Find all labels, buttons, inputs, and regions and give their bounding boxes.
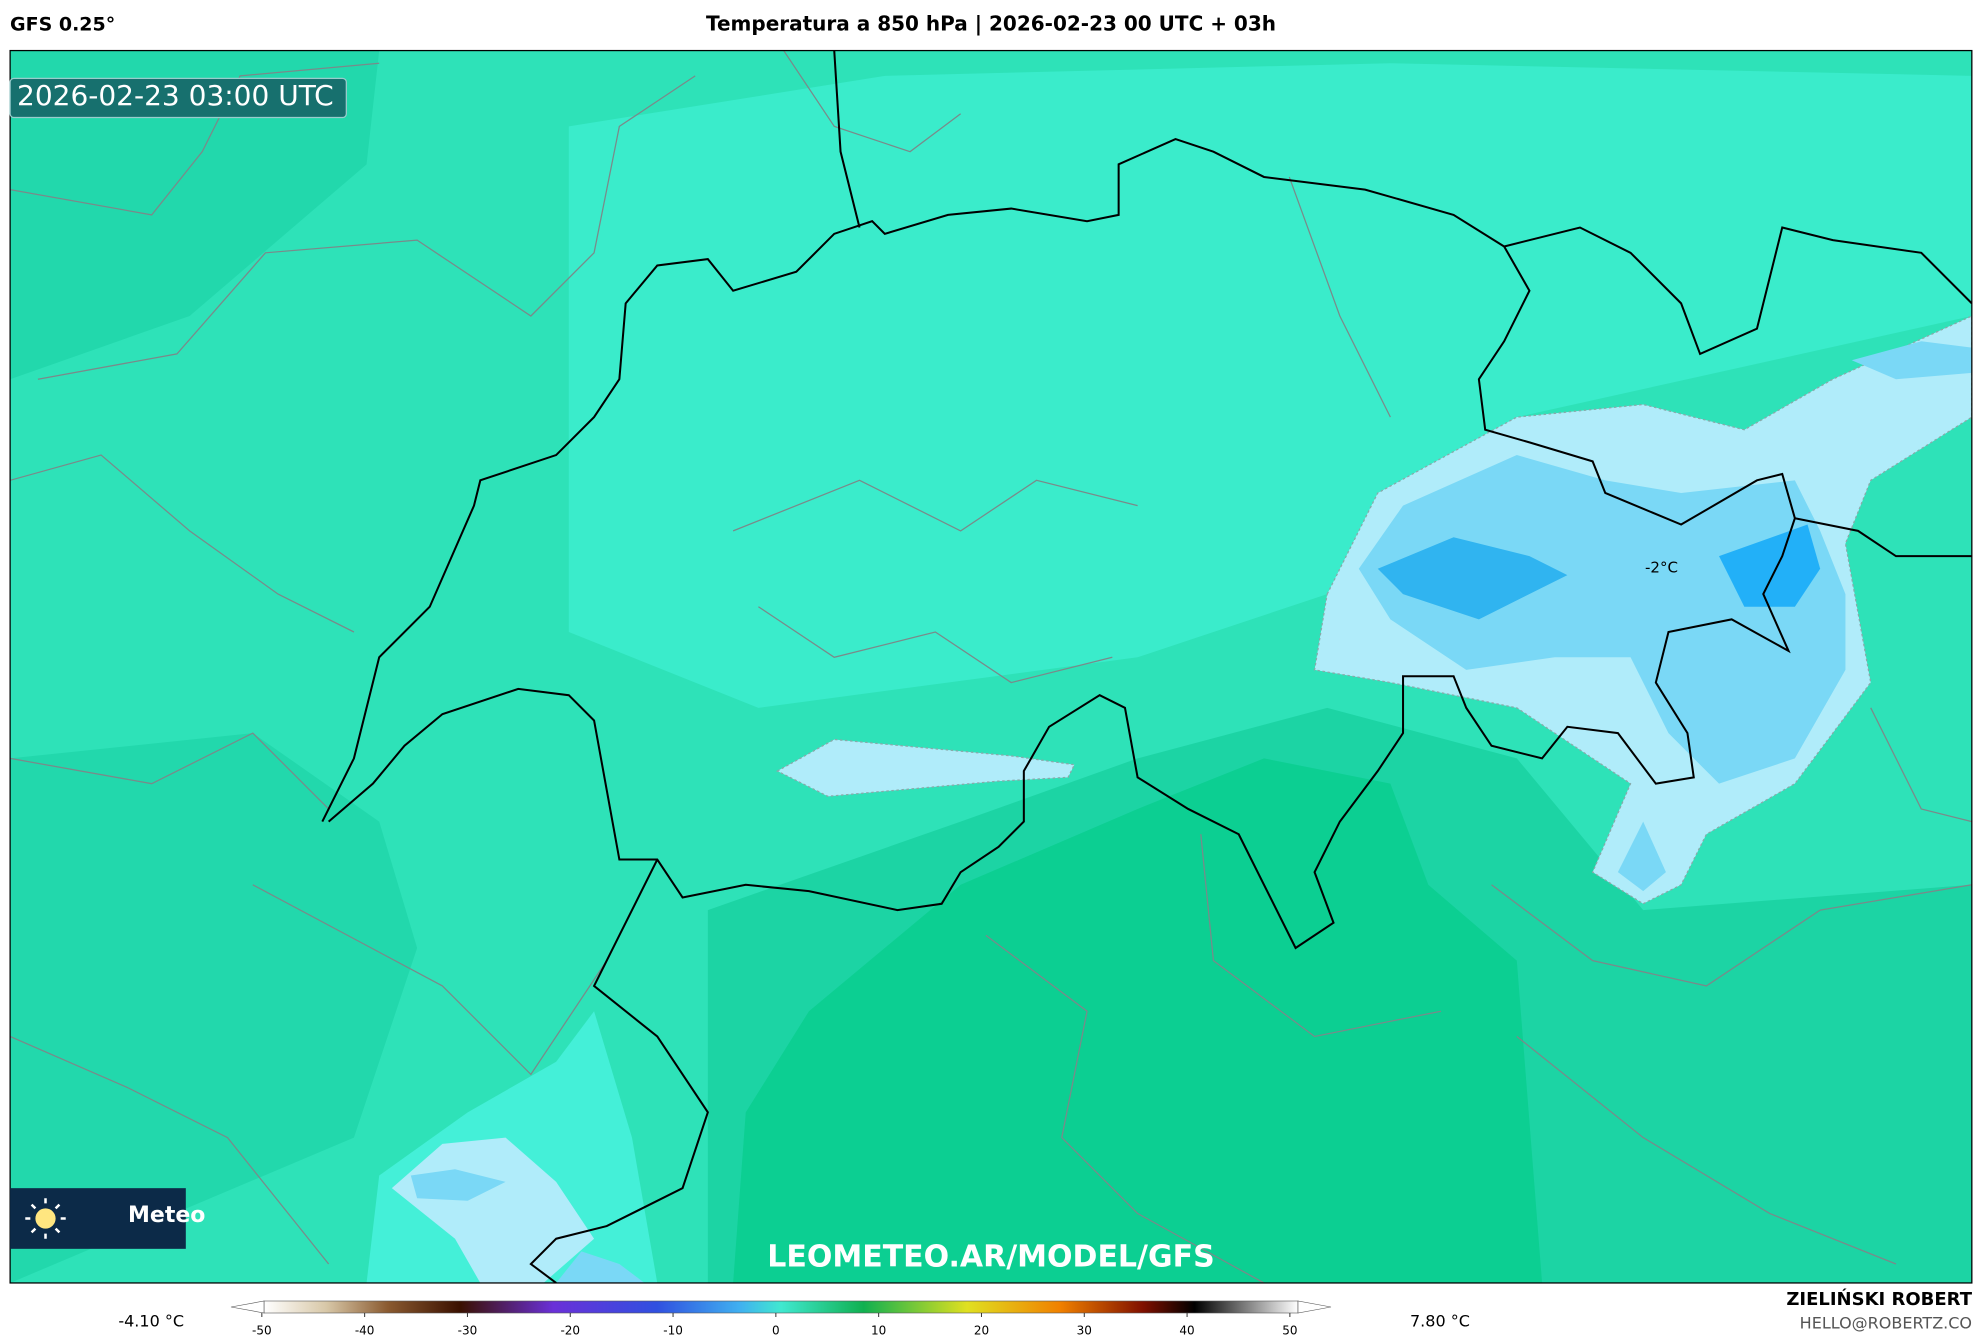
cold-area bbox=[1358, 455, 1846, 784]
country-border bbox=[321, 137, 1796, 950]
temperature-zone bbox=[10, 50, 380, 380]
colorbar-extend bbox=[1297, 1300, 1332, 1314]
valid-time: 2026-02-23 03:00 UTC bbox=[17, 79, 334, 112]
map-frame bbox=[9, 49, 1973, 1284]
map-title: Temperatura a 850 hPa | 2026-02-23 00 UT… bbox=[706, 12, 1276, 36]
cold-area bbox=[1851, 341, 1972, 380]
colorbar-tick-label: 30 bbox=[1077, 1324, 1092, 1338]
logo-sun bbox=[35, 1208, 56, 1229]
cold-area bbox=[410, 1169, 506, 1201]
colorbar-max: 7.80 °C bbox=[1410, 1312, 1470, 1331]
colorbar-tick-label: -20 bbox=[560, 1324, 580, 1338]
colorbar-tick-label: -10 bbox=[663, 1324, 683, 1338]
cold-area bbox=[556, 1251, 645, 1283]
cold-core bbox=[1377, 537, 1568, 620]
colorbar-tick-label: 50 bbox=[1282, 1324, 1297, 1338]
colorbar-tick-label: 40 bbox=[1179, 1324, 1194, 1338]
colorbar-tick-label: -30 bbox=[458, 1324, 478, 1338]
logo-rays bbox=[25, 1198, 66, 1239]
colorbar-tick-label: 20 bbox=[974, 1324, 989, 1338]
model-label: GFS 0.25° bbox=[10, 14, 115, 36]
contour-label: -2°C bbox=[1645, 559, 1678, 577]
cold-area bbox=[1617, 821, 1666, 892]
colorbar-extend bbox=[230, 1300, 265, 1314]
credit-author: ZIELIŃSKI ROBERT bbox=[1786, 1288, 1972, 1310]
colorbar-bar bbox=[263, 1300, 1299, 1314]
colorbar-tick-label: 0 bbox=[772, 1324, 780, 1338]
credit-email: HELLO@ROBERTZ.CO bbox=[1800, 1314, 1972, 1333]
valid-time-box bbox=[9, 77, 347, 119]
colorbar-min: -4.10 °C bbox=[118, 1312, 184, 1331]
colorbar: -50 -40 -30 -20 -10 0 10 20 30 40 50 bbox=[230, 1300, 1332, 1338]
colorbar-tick-label: -40 bbox=[355, 1324, 375, 1338]
watermark: LEOMETEO.AR/MODEL/GFS bbox=[767, 1240, 1214, 1275]
temperature-zone bbox=[10, 733, 418, 1283]
country-border bbox=[529, 50, 1972, 1283]
temperature-zone bbox=[733, 758, 1543, 1283]
map bbox=[9, 49, 1973, 1284]
cold-core bbox=[1719, 524, 1821, 607]
cold-area bbox=[776, 738, 1076, 797]
logo-text: Meteo bbox=[128, 1203, 205, 1228]
colorbar-tick-label: -50 bbox=[252, 1324, 272, 1338]
colorbar-tick-label: 10 bbox=[871, 1324, 886, 1338]
region-boundary bbox=[10, 50, 1972, 1283]
